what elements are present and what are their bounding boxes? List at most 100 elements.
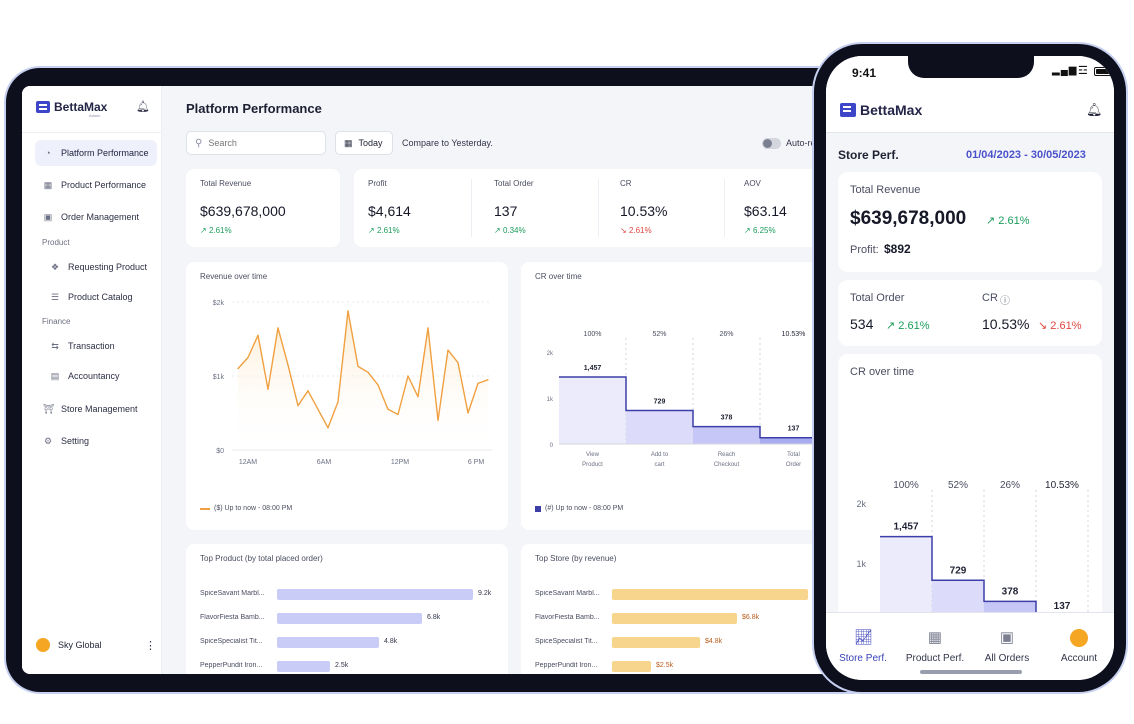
section-title: Store Perf.: [838, 148, 899, 162]
row-bar: [612, 613, 737, 624]
data-point: [447, 349, 449, 351]
sidebar-group-finance: Finance: [42, 317, 71, 326]
sidebar-item-platform-performance[interactable]: ◔ Platform Performance: [35, 140, 157, 166]
sidebar-item-label: Store Management: [61, 404, 138, 414]
sidebar-item-product-performance[interactable]: ▦ Product Performance: [35, 172, 157, 198]
cart-icon: ▣: [43, 212, 53, 222]
row-value: $2.5k: [656, 662, 674, 669]
kpi-value: 10.53%: [620, 203, 668, 219]
tab-store-perf[interactable]: 📈︎ Store Perf.: [828, 629, 898, 664]
bar-row[interactable]: SpiceSpecialist Tit... 4.8k: [200, 637, 500, 649]
brand-logo[interactable]: BettaMax: [840, 102, 922, 118]
x-tick-label: 12AM: [239, 459, 257, 466]
info-icon[interactable]: ⓘ: [1000, 296, 1010, 307]
order-cr-card: Total Order 534 ↗ 2.61% CR ⓘ 10.53% ↘ 2.…: [838, 280, 1102, 346]
sidebar-item-requesting-product[interactable]: ❖ Requesting Product: [42, 254, 164, 280]
kpi-delta: ↗ 2.61%: [886, 320, 930, 332]
row-value: 9.2k: [478, 590, 492, 597]
kpi-value: 137: [494, 203, 518, 219]
kpi-label: Profit: [368, 179, 387, 188]
category-label: cart: [654, 462, 664, 468]
bell-icon[interactable]: 🔔︎: [136, 101, 150, 113]
bar-row[interactable]: FlavorFiesta Bamb... 6.8k: [200, 613, 500, 625]
row-name: SpiceSavant Marbl...: [200, 590, 265, 597]
date-range[interactable]: 01/04/2023 - 30/05/2023: [966, 149, 1086, 161]
bell-icon[interactable]: 🔔︎: [1086, 102, 1103, 117]
data-point: [307, 390, 309, 392]
percent-label: 52%: [948, 480, 968, 491]
bar-row[interactable]: PepperPundit Iron... $2.5k: [535, 661, 835, 673]
date-button[interactable]: ▦ Today: [335, 131, 393, 155]
battery-icon: [1094, 67, 1112, 76]
data-point: [457, 362, 459, 364]
category-label: Checkout: [714, 462, 740, 468]
data-point: [297, 405, 299, 407]
profit-value: $892: [884, 242, 911, 256]
search-box[interactable]: ⚲: [186, 131, 326, 155]
kpi-card-group: Profit $4,614 ↗ 2.61% Total Order 137 ↗ …: [354, 169, 836, 247]
kpi-value: $639,678,000: [200, 203, 286, 219]
sidebar-divider: [22, 132, 162, 133]
data-point: [437, 419, 439, 421]
data-point: [367, 371, 369, 373]
kpi-delta: ↗ 2.61%: [200, 226, 232, 235]
list-icon: ☰: [50, 292, 60, 302]
data-point: [277, 327, 279, 329]
sidebar-item-transaction[interactable]: ⇆ Transaction: [42, 333, 164, 359]
kpi-card-revenue: Total Revenue $639,678,000 ↗ 2.61%: [186, 169, 340, 247]
row-name: FlavorFiesta Bamb...: [535, 614, 600, 621]
bar-row[interactable]: PepperPundit Iron... 2.5k: [200, 661, 500, 673]
sidebar-item-accountancy[interactable]: ▤ Accountancy: [42, 363, 164, 389]
gear-icon: ⚙: [43, 436, 53, 446]
y-tick-label: 2k: [547, 351, 554, 357]
row-bar: [612, 637, 700, 648]
data-point: [327, 427, 329, 429]
tab-all-orders[interactable]: ▣ All Orders: [972, 629, 1042, 664]
user-profile[interactable]: Sky Global ⋮: [36, 634, 156, 656]
search-input[interactable]: [208, 138, 309, 148]
revenue-line: [237, 310, 489, 429]
kpi-value: $63.14: [744, 203, 787, 219]
cart-icon: ▣: [999, 629, 1015, 646]
card-title: Top Store (by revenue): [535, 554, 617, 563]
phone-screen: 9:41 ▂▄▆ ☲ BettaMax 🔔︎ Store Perf. 01/04…: [826, 56, 1114, 680]
tab-account[interactable]: Account: [1044, 629, 1114, 664]
bar-row[interactable]: SpiceSavant Marbl... 9.2k: [200, 589, 500, 601]
sidebar: BettaMax Admin 🔔︎ ◔ Platform Performance…: [22, 86, 162, 674]
tablet-frame: BettaMax Admin 🔔︎ ◔ Platform Performance…: [6, 68, 886, 692]
tab-product-perf[interactable]: ▦ Product Perf.: [900, 629, 970, 664]
revenue-card: Total Revenue $639,678,000 ↗ 2.61% Profi…: [838, 172, 1102, 272]
status-time: 9:41: [852, 66, 877, 80]
kpi-delta: ↘ 2.61%: [620, 226, 652, 235]
data-point: [337, 401, 339, 403]
tablet-screen: BettaMax Admin 🔔︎ ◔ Platform Performance…: [22, 86, 876, 674]
bar-row[interactable]: SpiceSavant Marbl...$9.: [535, 589, 835, 601]
tab-label: All Orders: [984, 653, 1030, 664]
tab-label: Account: [1060, 653, 1098, 664]
y-tick-label: $1k: [213, 374, 225, 381]
bar-row[interactable]: FlavorFiesta Bamb... $6.8k: [535, 613, 835, 625]
data-point: [397, 413, 399, 416]
arrow-up-icon: ↗: [200, 226, 207, 235]
sidebar-item-label: Platform Performance: [61, 148, 149, 158]
sidebar-item-product-catalog[interactable]: ☰ Product Catalog: [42, 284, 164, 310]
kpi-label: Total Revenue: [200, 179, 252, 188]
data-point: [287, 364, 289, 366]
sidebar-item-store-management[interactable]: ⛩ Store Management: [35, 396, 157, 422]
more-vertical-icon[interactable]: ⋮: [145, 639, 156, 652]
bar-row[interactable]: SpiceSpecialist Tit... $4.8k: [535, 637, 835, 649]
kpi-delta: ↗ 2.61%: [986, 215, 1030, 227]
data-point: [317, 408, 319, 410]
card-title: Top Product (by total placed order): [200, 554, 323, 563]
divider: [598, 179, 599, 237]
auto-refresh-toggle[interactable]: [762, 138, 781, 149]
brand-logo[interactable]: BettaMax: [36, 100, 107, 114]
kpi-delta: ↗ 6.25%: [744, 226, 776, 235]
divider: [724, 179, 725, 237]
sidebar-item-label: Setting: [61, 436, 90, 446]
brand-tag: Admin: [89, 113, 101, 118]
sidebar-item-setting[interactable]: ⚙ Setting: [35, 428, 157, 454]
sidebar-item-order-management[interactable]: ▣ Order Management: [35, 204, 157, 230]
row-bar: [277, 589, 473, 600]
